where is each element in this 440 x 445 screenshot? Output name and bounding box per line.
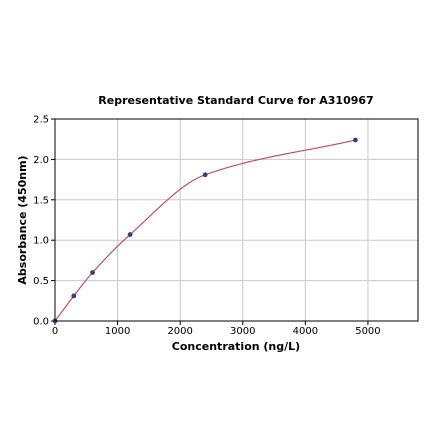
- x-tick-label: 3000: [230, 326, 255, 337]
- x-tick-label: 2000: [167, 326, 192, 337]
- ticks: 0 1000 2000 3000 4000 5000 0.0 0.5 1.0 1.5 2.0 2.5: [33, 115, 381, 338]
- data-point: [71, 293, 77, 299]
- chart-title: Representative Standard Curve for A31096…: [98, 94, 373, 107]
- fit-curve: [54, 139, 356, 322]
- data-points-layer: [52, 137, 358, 324]
- y-axis-label: Absorbance (450nm): [16, 155, 29, 284]
- fit-curve-layer: [54, 139, 356, 322]
- plot-area-frame: [54, 118, 419, 322]
- x-axis-label: Concentration (ng/L): [172, 340, 300, 353]
- x-tick-label: 4000: [293, 326, 318, 337]
- data-point: [202, 172, 208, 178]
- y-tick-label: 1.5: [33, 195, 49, 206]
- y-tick-label: 2.5: [33, 115, 49, 126]
- data-point: [127, 232, 133, 237]
- x-tick-label: 5000: [355, 326, 380, 337]
- y-tick-label: 2.0: [33, 155, 49, 166]
- grid: [55, 118, 418, 321]
- data-point: [90, 270, 95, 275]
- x-tick-label: 0: [52, 326, 58, 337]
- y-tick-label: 1.0: [33, 236, 49, 247]
- x-tick-label: 1000: [105, 326, 130, 337]
- y-tick-label: 0.5: [33, 276, 49, 287]
- y-tick-label: 0.0: [33, 317, 49, 328]
- data-point: [353, 137, 358, 143]
